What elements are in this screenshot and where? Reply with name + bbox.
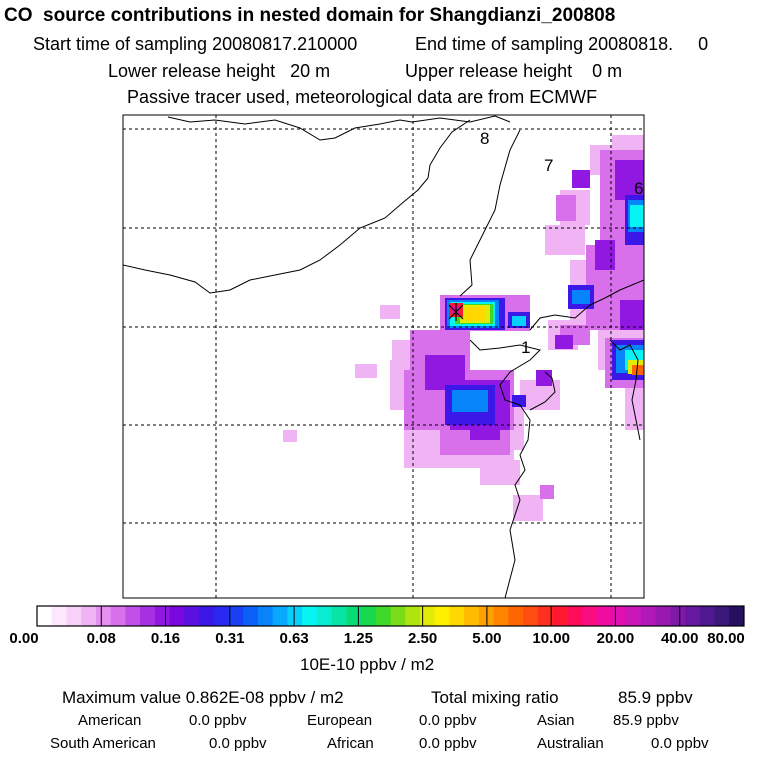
- colorbar-swatch: [287, 606, 303, 626]
- colorbar-swatch: [81, 606, 97, 626]
- african-value: 0.0 ppbv: [419, 735, 477, 752]
- colorbar-swatch: [316, 606, 333, 626]
- colorbar-swatch: [434, 606, 450, 626]
- map-frame: [122, 114, 645, 599]
- colorbar-swatch: [611, 606, 627, 626]
- south-american-label: South American: [50, 735, 156, 752]
- colorbar-swatch: [626, 606, 642, 626]
- colorbar-swatch: [581, 606, 598, 626]
- map-label-6: 6: [634, 179, 643, 198]
- colorbar-swatch: [670, 606, 686, 626]
- colorbar-swatch: [154, 606, 171, 626]
- american-label: American: [78, 712, 142, 729]
- colorbar-swatch: [125, 606, 141, 626]
- coastlines: [123, 115, 644, 598]
- colorbar-swatch: [95, 606, 112, 626]
- colorbar-swatch: [699, 606, 716, 626]
- lower-release-height-label: Lower release height 20 m: [108, 61, 331, 81]
- map-label-1: 1: [521, 338, 530, 357]
- colorbar-swatch: [449, 606, 465, 626]
- colorbar-swatch: [51, 606, 67, 626]
- upper-release-height-label: Upper release height 0 m: [405, 61, 623, 81]
- colorbar-tick-label: 0.31: [215, 630, 245, 647]
- colorbar-swatch: [419, 606, 436, 626]
- colorbar-swatch: [508, 606, 524, 626]
- colorbar-swatch: [346, 606, 362, 626]
- colorbar-swatch: [714, 606, 730, 626]
- end-time-label: End time of sampling 20080818. 0: [415, 34, 709, 54]
- australian-value: 0.0 ppbv: [651, 735, 709, 752]
- colorbar-swatch: [464, 606, 480, 626]
- total-mixing-ratio-label: Total mixing ratio: [431, 688, 559, 707]
- map-label-7: 7: [544, 156, 553, 175]
- colorbar-swatch: [375, 606, 391, 626]
- colorbar-swatch: [493, 606, 509, 626]
- colorbar-swatch: [140, 606, 156, 626]
- colorbar-swatch: [228, 606, 244, 626]
- colorbar-swatch: [729, 606, 745, 626]
- plume-layer: [283, 135, 644, 521]
- colorbar-swatch: [567, 606, 583, 626]
- colorbar-swatch: [302, 606, 318, 626]
- colorbar-swatch: [66, 606, 82, 626]
- asian-value: 85.9 ppbv: [613, 712, 679, 729]
- african-label: African: [327, 735, 374, 752]
- colorbar-tick-label: 5.00: [472, 630, 502, 647]
- colorbar-swatch: [243, 606, 259, 626]
- colorbar-swatch: [331, 606, 347, 626]
- chart-title: CO source contributions in nested domain…: [4, 5, 616, 26]
- colorbar-tick-label: 0.00: [9, 630, 39, 647]
- colorbar-swatch: [361, 606, 377, 626]
- colorbar-tick-label: 1.25: [343, 630, 373, 647]
- colorbar-swatch: [655, 606, 671, 626]
- colorbar: [37, 606, 745, 626]
- colorbar-tick-label: 2.50: [408, 630, 438, 647]
- colorbar-unit: 10E-10 ppbv / m2: [300, 655, 435, 674]
- colorbar-swatch: [199, 606, 215, 626]
- colorbar-swatch: [213, 606, 229, 626]
- receptor-marker: [448, 303, 464, 321]
- south-american-value: 0.0 ppbv: [209, 735, 267, 752]
- colorbar-swatch: [272, 606, 288, 626]
- colorbar-frame: [36, 605, 745, 627]
- australian-label: Australian: [537, 735, 604, 752]
- colorbar-swatch: [537, 606, 554, 626]
- colorbar-swatch: [523, 606, 539, 626]
- colorbar-swatch: [685, 606, 701, 626]
- colorbar-tick-label: 80.00: [707, 630, 745, 647]
- colorbar-swatch: [257, 606, 274, 626]
- start-time-label: Start time of sampling 20080817.210000: [33, 34, 358, 54]
- colorbar-swatch: [37, 606, 53, 626]
- colorbar-tick-label: 0.16: [150, 630, 181, 647]
- colorbar-swatch: [596, 606, 612, 626]
- total-mixing-ratio-value: 85.9 ppbv: [618, 688, 693, 707]
- colorbar-tick-label: 0.63: [279, 630, 309, 647]
- colorbar-swatch: [390, 606, 406, 626]
- colorbar-tick-label: 10.00: [532, 630, 570, 647]
- colorbar-swatch: [405, 606, 421, 626]
- colorbar-tick-label: 20.00: [596, 630, 635, 647]
- american-value: 0.0 ppbv: [189, 712, 247, 729]
- colorbar-swatch: [552, 606, 568, 626]
- european-value: 0.0 ppbv: [419, 712, 477, 729]
- european-label: European: [307, 712, 373, 729]
- tracer-note: Passive tracer used, meteorological data…: [127, 87, 598, 107]
- asian-label: Asian: [537, 712, 575, 729]
- colorbar-tick-label: 0.08: [86, 630, 116, 647]
- map-label-8: 8: [480, 129, 489, 148]
- colorbar-tick-label: 40.00: [660, 630, 699, 647]
- colorbar-swatch: [169, 606, 185, 626]
- colorbar-swatch: [184, 606, 200, 626]
- colorbar-swatch: [640, 606, 657, 626]
- colorbar-swatch: [110, 606, 126, 626]
- maximum-value: Maximum value 0.862E-08 ppbv / m2: [62, 688, 344, 707]
- map-grid: [123, 115, 644, 598]
